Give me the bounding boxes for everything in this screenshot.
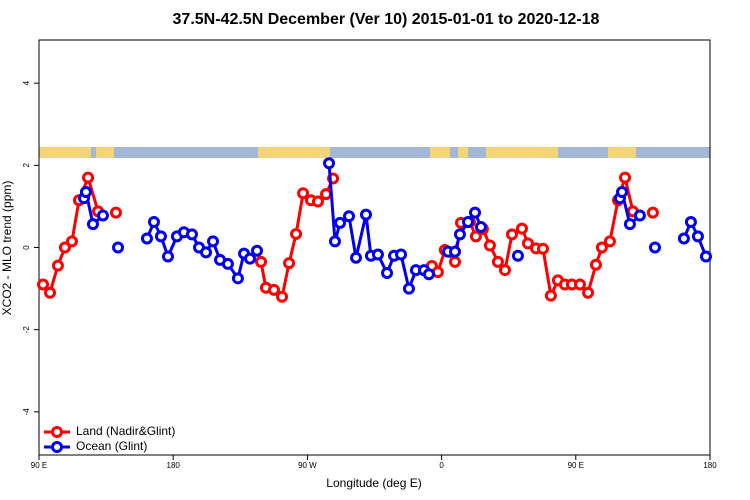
data-point [290, 227, 303, 240]
data-point [109, 206, 122, 219]
data-point [395, 248, 408, 261]
data-point [633, 209, 646, 222]
data-point [483, 239, 496, 252]
y-tick-label: -4 [22, 408, 31, 416]
data-point [320, 188, 333, 201]
data-point [511, 249, 524, 262]
data-point [449, 245, 462, 258]
data-point [461, 216, 474, 229]
legend-marker [51, 441, 63, 453]
data-point [255, 255, 268, 268]
data-point [251, 244, 264, 257]
y-axis-title: XCO2 - MLO trend (ppm) [0, 181, 14, 316]
y-tick-label: -2 [22, 326, 31, 334]
x-tick-label: 180 [703, 461, 717, 470]
data-point [37, 278, 50, 291]
surface-strip [39, 147, 710, 158]
data-point [536, 242, 549, 255]
data-point [684, 216, 697, 229]
data-point [623, 218, 636, 231]
data-point [185, 228, 198, 241]
data-point [334, 216, 347, 229]
data-point [677, 232, 690, 245]
x-tick-label: 0 [439, 461, 444, 470]
data-point [154, 230, 167, 243]
data-point [619, 171, 632, 184]
data-point [221, 257, 234, 270]
data-point [297, 187, 310, 200]
data-point [646, 206, 659, 219]
data-point [200, 246, 213, 259]
data-point [699, 250, 712, 263]
data-point [328, 235, 341, 248]
data-point [498, 264, 511, 277]
data-point [79, 186, 92, 199]
y-tick-label: 2 [22, 163, 31, 168]
data-point [453, 228, 466, 241]
data-point [243, 252, 256, 265]
data-point [44, 286, 57, 299]
data-point [589, 258, 602, 271]
data-point [311, 195, 324, 208]
data-point [491, 255, 504, 268]
y-tick-label: 4 [22, 80, 31, 85]
data-point [140, 232, 153, 245]
x-tick-label: 90 W [298, 461, 317, 470]
legend-label: Land (Nadir&Glint) [76, 424, 175, 438]
data-point [207, 235, 220, 248]
data-point [521, 237, 534, 250]
data-point [82, 171, 95, 184]
data-point [449, 255, 462, 268]
data-point [515, 222, 528, 235]
data-point [402, 282, 415, 295]
data-point [648, 241, 661, 254]
data-point [573, 278, 586, 291]
data-point [283, 257, 296, 270]
data-point [267, 283, 280, 296]
data-point [603, 235, 616, 248]
data-point [544, 289, 557, 302]
x-tick-label: 90 E [31, 461, 47, 470]
x-tick-label: 90 E [568, 461, 584, 470]
data-point [360, 208, 373, 221]
data-point [86, 218, 99, 231]
legend-marker [51, 426, 63, 438]
data-point [474, 220, 487, 233]
data-point [96, 209, 109, 222]
x-tick-label: 180 [167, 461, 181, 470]
data-point [582, 286, 595, 299]
data-point [343, 210, 356, 223]
data-point [231, 272, 244, 285]
y-tick-label: 0 [22, 245, 31, 250]
legend: Land (Nadir&Glint)Ocean (Glint) [44, 424, 175, 453]
x-axis-title: Longitude (deg E) [326, 476, 421, 490]
data-point [58, 241, 71, 254]
chart-title: 37.5N-42.5N December (Ver 10) 2015-01-01… [173, 11, 600, 28]
legend-label: Ocean (Glint) [76, 439, 147, 453]
data-point [112, 241, 125, 254]
data-point [371, 248, 384, 261]
data-point [469, 206, 482, 219]
data-point [595, 241, 608, 254]
data-point [323, 157, 336, 170]
data-point [505, 228, 518, 241]
data-point [691, 230, 704, 243]
data-point [161, 250, 174, 263]
data-point [51, 259, 64, 272]
data-point [147, 216, 160, 229]
data-point [422, 268, 435, 281]
data-point [381, 266, 394, 279]
data-point [616, 186, 629, 199]
data-point [469, 230, 482, 243]
data-point [276, 290, 289, 303]
data-point [65, 235, 78, 248]
data-point [350, 251, 363, 264]
